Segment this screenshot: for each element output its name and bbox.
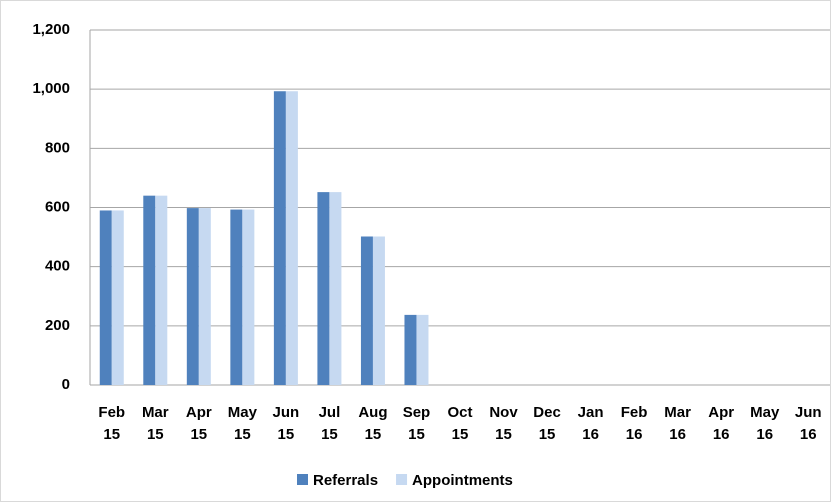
x-tick-label: Nov 15 — [489, 404, 518, 443]
x-tick-label: Jun 16 — [794, 404, 822, 443]
bar — [416, 314, 429, 385]
bar — [285, 91, 298, 386]
bar — [404, 314, 417, 385]
x-tick-label: Mar 16 — [664, 404, 691, 443]
bar — [198, 208, 211, 385]
legend-label: Appointments — [412, 472, 513, 489]
legend-swatch — [297, 474, 308, 485]
legend-label: Referrals — [313, 472, 378, 489]
x-tick-label: Aug 15 — [358, 404, 388, 443]
y-tick-label: 400 — [45, 258, 70, 275]
bar — [155, 195, 168, 385]
y-tick-label: 1,200 — [32, 21, 70, 38]
bar — [329, 192, 342, 385]
legend-swatch — [396, 474, 408, 485]
bar — [99, 210, 112, 385]
y-tick-label: 600 — [45, 198, 70, 215]
bar — [111, 210, 124, 385]
bar — [143, 195, 156, 385]
x-tick-label: Oct 15 — [447, 404, 473, 443]
bar — [242, 209, 255, 385]
y-tick-label: 1,000 — [32, 80, 70, 97]
bar — [230, 209, 243, 385]
bar — [360, 236, 373, 385]
x-tick-label: Feb 15 — [98, 404, 126, 443]
y-tick-label: 200 — [45, 317, 70, 334]
x-tick-label: Sep 15 — [402, 404, 431, 443]
bar — [317, 192, 330, 385]
x-tick-label: Apr 15 — [185, 404, 212, 443]
x-tick-label: May 15 — [227, 404, 257, 443]
bar — [372, 236, 385, 385]
y-tick-label: 800 — [45, 139, 70, 156]
x-tick-label: Mar 15 — [141, 404, 169, 443]
bar — [273, 91, 286, 386]
x-tick-label: Feb 16 — [620, 404, 648, 443]
bar — [186, 208, 199, 385]
x-tick-label: May 16 — [750, 404, 780, 443]
x-tick-label: Dec 15 — [533, 404, 561, 443]
x-tick-label: Jul 15 — [318, 404, 341, 443]
x-tick-label: Jan 16 — [577, 404, 604, 443]
x-tick-label: Jun 15 — [272, 404, 300, 443]
x-tick-label: Apr 16 — [708, 404, 735, 443]
y-tick-label: 0 — [62, 376, 70, 393]
